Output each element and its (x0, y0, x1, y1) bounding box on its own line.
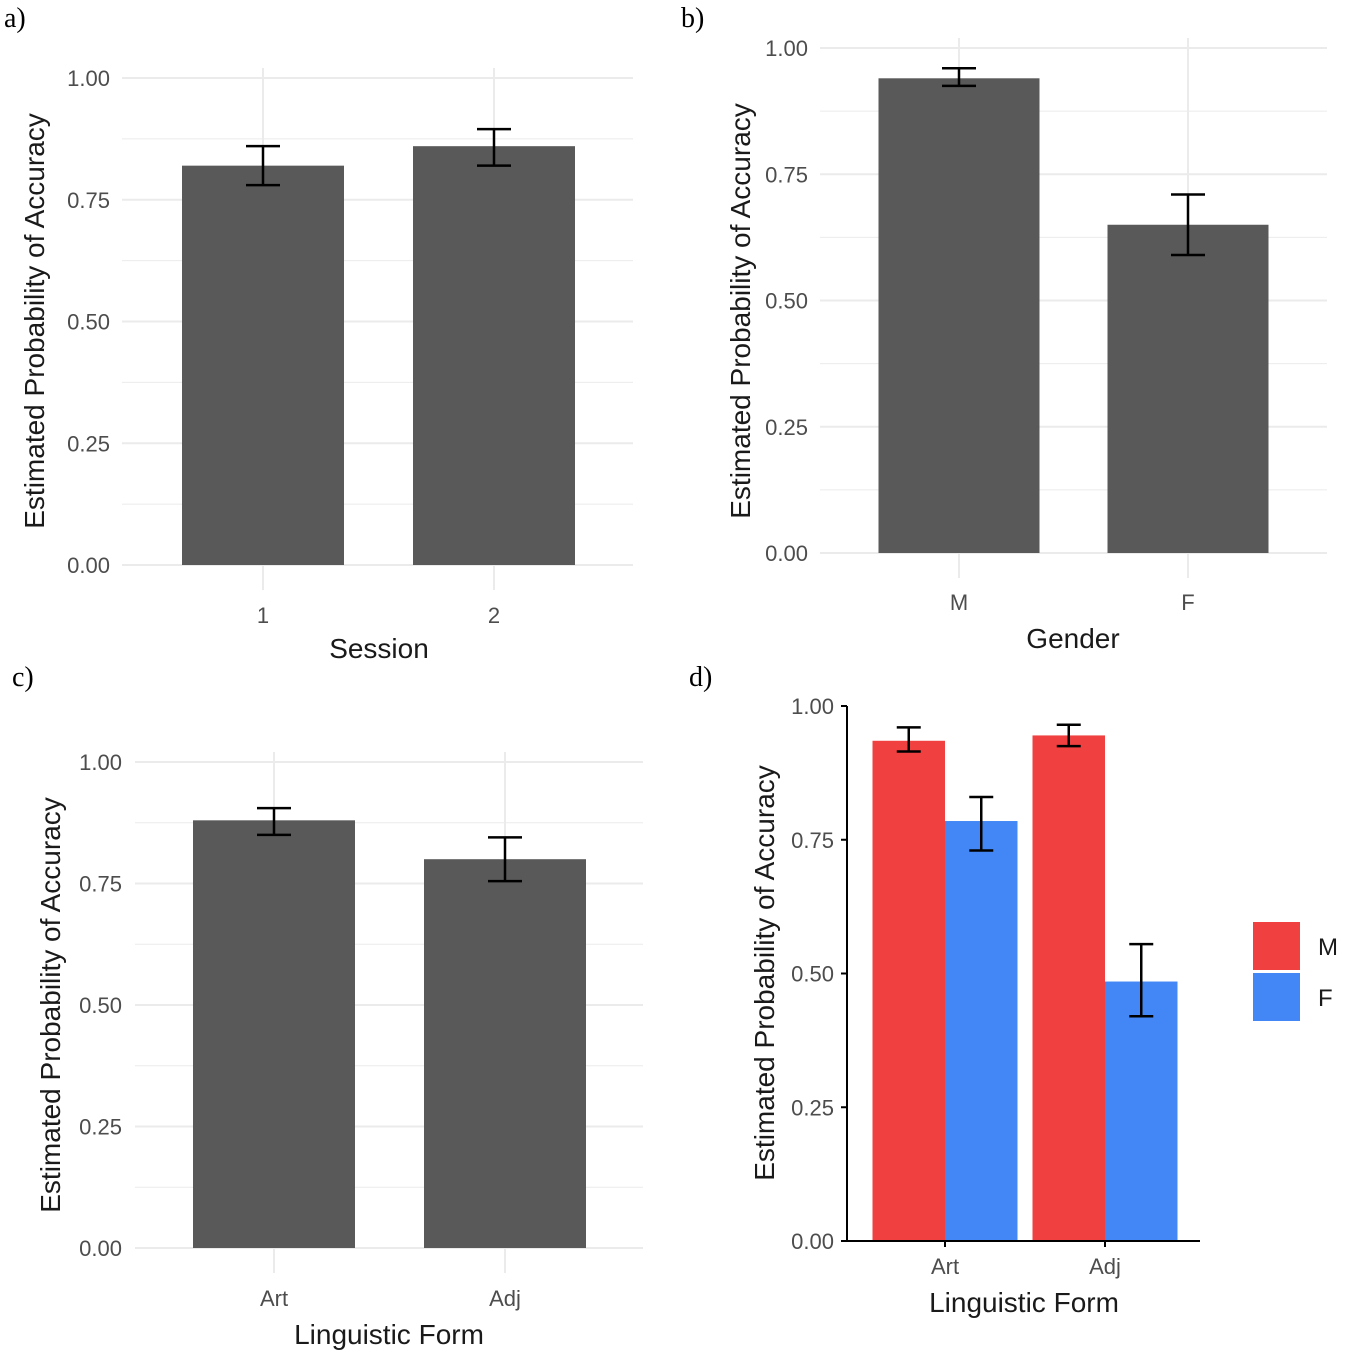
y-tick-label: 0.00 (791, 1229, 834, 1254)
y-tick-label: 0.25 (79, 1115, 122, 1140)
y-tick-label: 1.00 (791, 694, 834, 719)
y-axis-title: Estimated Probability of Accuracy (35, 797, 66, 1213)
bar-M (878, 78, 1040, 554)
y-tick-label: 1.00 (765, 36, 808, 61)
y-tick-label: 0.50 (791, 962, 834, 987)
legend-label-M: M (1318, 934, 1338, 961)
y-tick-label: 0.25 (67, 431, 110, 456)
y-tick-label: 0.00 (67, 553, 110, 578)
panel-label: b) (681, 3, 704, 34)
panel-b: b) 0.00 0.25 0.50 0.75 1.00 M F Gender Estimated … (681, 3, 1327, 654)
x-tick-label: 2 (488, 603, 500, 628)
x-axis-title: Linguistic Form (929, 1287, 1119, 1318)
panel-label: d) (689, 662, 712, 693)
panel-a: a) 0.00 0.25 0.50 0.75 1.00 1 2 Session Estimated… (4, 3, 633, 664)
legend-swatch-F (1253, 973, 1300, 1021)
bar-1 (182, 165, 344, 565)
bar-M-Art (872, 740, 945, 1241)
x-tick-label: F (1181, 590, 1194, 615)
y-tick-label: 0.50 (79, 993, 122, 1018)
bar-M-Adj (1032, 735, 1105, 1241)
panel-label: a) (4, 3, 26, 34)
legend-swatch-M (1253, 922, 1300, 970)
y-tick-label: 1.00 (79, 750, 122, 775)
y-tick-label: 0.50 (765, 289, 808, 314)
x-tick-label: Adj (1089, 1254, 1121, 1279)
y-tick-label: 0.00 (765, 541, 808, 566)
y-tick-label: 0.75 (67, 188, 110, 213)
y-tick-label: 0.25 (791, 1095, 834, 1120)
y-tick-label: 0.75 (765, 162, 808, 187)
panel-d: d) 0.00 0.25 0.50 0.75 1.00 MF Art Adj Linguistic… (689, 662, 1338, 1318)
x-axis-title: Gender (1026, 623, 1119, 654)
x-tick-label: 1 (257, 603, 269, 628)
y-tick-label: 1.00 (67, 66, 110, 91)
y-axis-title: Estimated Probability of Accuracy (19, 113, 50, 529)
x-tick-label: Art (931, 1254, 959, 1279)
y-axis-title: Estimated Probability of Accuracy (725, 103, 756, 519)
legend-label-F: F (1318, 985, 1333, 1012)
x-tick-label: Art (260, 1286, 288, 1311)
y-axis-title: Estimated Probability of Accuracy (749, 765, 780, 1181)
y-tick-label: 0.50 (67, 310, 110, 335)
y-tick-label: 0.00 (79, 1236, 122, 1261)
panel-label: c) (12, 662, 34, 693)
x-tick-label: M (950, 590, 968, 615)
bar-Adj (424, 859, 586, 1248)
bar-F-Art (945, 821, 1018, 1241)
bar-2 (413, 146, 575, 565)
x-axis-title: Session (329, 633, 429, 664)
y-tick-label: 0.25 (765, 415, 808, 440)
y-tick-label: 0.75 (791, 828, 834, 853)
bar-F-Adj (1105, 981, 1178, 1241)
bar-Art (193, 820, 355, 1248)
bar-F (1107, 224, 1269, 553)
x-axis-title: Linguistic Form (294, 1319, 484, 1350)
y-tick-label: 0.75 (79, 872, 122, 897)
x-tick-label: Adj (489, 1286, 521, 1311)
